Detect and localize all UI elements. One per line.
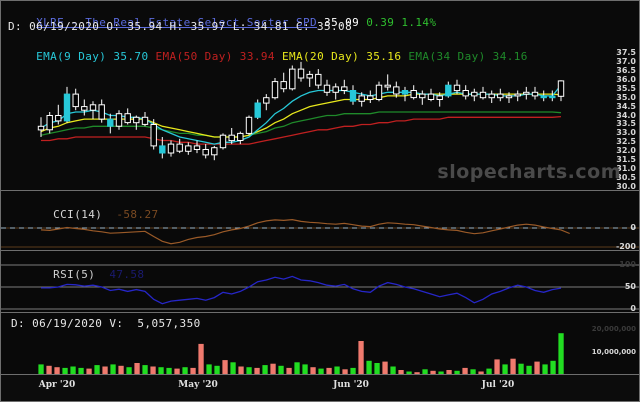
- ohlc-readout: D: 06/19/2020 O: 35.94 H: 35.97 L: 34.81…: [8, 20, 353, 33]
- cci-label: CCI(14): [53, 208, 103, 221]
- rsi-value: 47.58: [109, 268, 145, 281]
- rsi-gap: [95, 268, 109, 281]
- ema-50-value: 33.94: [239, 50, 275, 63]
- date-tick: May '20: [178, 380, 218, 390]
- ema-34-legend[interactable]: EMA(34 Day): [408, 50, 486, 63]
- rsi-label: RSI(5): [53, 268, 96, 281]
- ema-20-value: 35.16: [366, 50, 402, 63]
- ticker-separator: -: [64, 16, 86, 29]
- ema-34-value: 34.16: [492, 50, 528, 63]
- rsi-panel[interactable]: RSI(5) 47.58 100 50 0: [1, 250, 639, 312]
- volume-panel[interactable]: D: 06/19/2020 V: 5,057,350 20,000,000 10,…: [1, 312, 639, 377]
- price-change: 0.39: [366, 16, 395, 29]
- ticker-symbol[interactable]: XLRE: [36, 16, 65, 29]
- ema-legend: EMA(9 Day) 35.70 EMA(50 Day) 33.94 EMA(2…: [8, 37, 528, 76]
- company-name[interactable]: The Real Estate Select Sector SPD: [85, 16, 318, 29]
- price-plot[interactable]: [1, 1, 639, 190]
- ema-50-legend[interactable]: EMA(50 Day): [155, 50, 233, 63]
- date-tick: Jul '20: [481, 380, 515, 390]
- price-panel[interactable]: 37.5 37.0 36.5 36.0 35.5 35.0 34.5 34.0 33.5 33.0…: [1, 1, 639, 190]
- volume-readout: D: 06/19/2020 V: 5,057,350: [11, 317, 201, 330]
- date-tick: Jun '20: [333, 380, 369, 390]
- rsi-label-group: RSI(5) 47.58: [11, 255, 144, 294]
- price-change-percent: 1.14%: [401, 16, 437, 29]
- ema-9-legend[interactable]: EMA(9 Day): [36, 50, 107, 63]
- cci-panel[interactable]: CCI(14) -58.27 0 -200: [1, 190, 639, 250]
- cci-gap: [102, 208, 116, 221]
- quote-header: XLRE - The Real Estate Select Sector SPD…: [8, 3, 436, 42]
- cci-plot[interactable]: [1, 191, 639, 250]
- cci-label-group: CCI(14) -58.27: [11, 195, 159, 234]
- rsi-plot[interactable]: [1, 251, 639, 312]
- ema-20-legend[interactable]: EMA(20 Day): [281, 50, 360, 63]
- watermark: slopecharts.com: [437, 161, 621, 183]
- last-price-value: 35.09: [324, 16, 360, 29]
- ema-9-value: 35.70: [113, 50, 149, 63]
- date-tick: Apr '20: [38, 380, 76, 390]
- cci-value: -58.27: [116, 208, 159, 221]
- volume-plot[interactable]: [1, 313, 639, 377]
- date-axis: Apr '20 May '20 Jun '20 Jul '20: [1, 374, 639, 401]
